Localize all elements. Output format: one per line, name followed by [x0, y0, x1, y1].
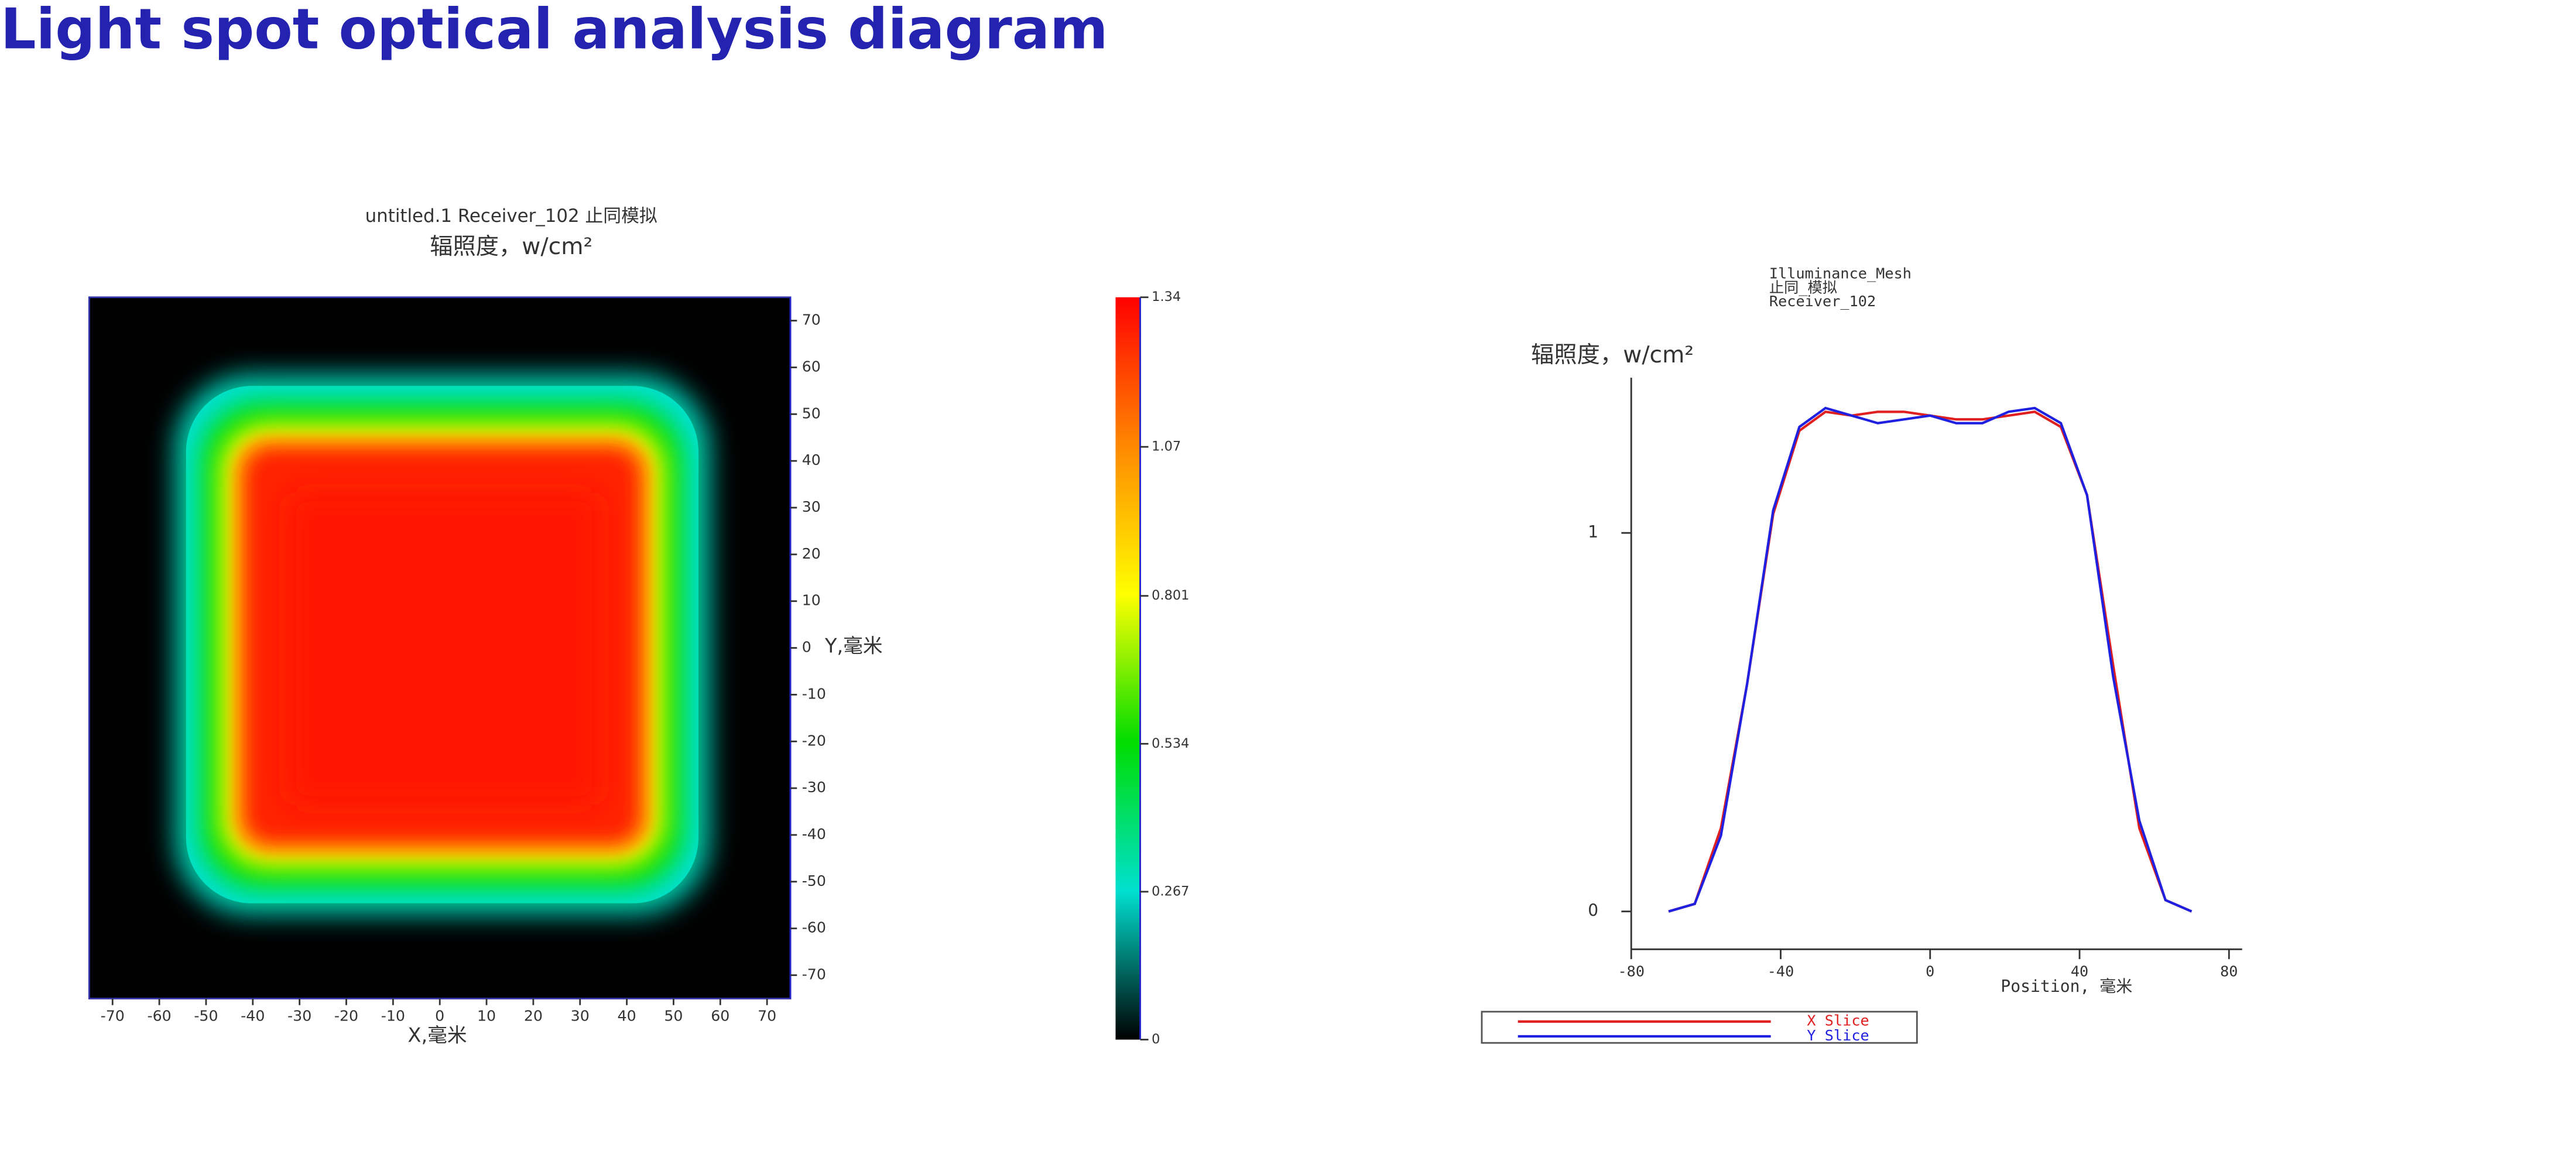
x-tick-label: 40 [2071, 963, 2088, 980]
x-tick-label: -40 [241, 1007, 265, 1024]
colorbar-tick-label: 1.07 [1152, 439, 1181, 454]
x-tick-label: 80 [2220, 963, 2238, 980]
x-axis-label: X,毫米 [407, 1023, 467, 1046]
colorbar-tick-label: 0.801 [1152, 588, 1189, 603]
x-tick-label: 10 [477, 1007, 496, 1024]
y-tick-label: -10 [802, 685, 826, 702]
line-title: Receiver_102 [1769, 293, 1876, 310]
x-tick-label: -50 [194, 1007, 218, 1024]
series-line [1668, 406, 2193, 913]
legend-label: X Slice [1807, 1012, 1869, 1029]
y-tick-label: -20 [802, 732, 826, 749]
colorbar [1115, 297, 1140, 1040]
x-tick-label: -10 [381, 1007, 405, 1024]
heatmap-subtitle: 辐照度，w/cm² [430, 234, 592, 260]
y-tick-label: 40 [802, 451, 821, 468]
y-tick-label: -50 [802, 872, 826, 889]
x-tick-label: -30 [287, 1007, 311, 1024]
series-line [1668, 410, 2193, 913]
x-tick-label: -60 [147, 1007, 171, 1024]
y-tick-label: -30 [802, 779, 826, 796]
y-axis-label: Y,毫米 [824, 635, 883, 658]
x-tick-label: -70 [101, 1007, 125, 1024]
x-tick-label: 50 [664, 1007, 683, 1024]
page-title: Light spot optical analysis diagram [1, 0, 1108, 61]
colorbar-tick-label: 1.34 [1152, 289, 1181, 304]
y-tick-label: -40 [802, 826, 826, 843]
x-tick-label: -80 [1618, 963, 1645, 980]
x-tick-label: -40 [1767, 963, 1794, 980]
x-tick-label: 20 [524, 1007, 543, 1024]
heatmap-image [89, 297, 791, 999]
line-x-label: Position, 毫米 [2000, 977, 2132, 996]
line-title: Illuminance_Mesh [1769, 265, 1912, 282]
y-tick-label: 10 [802, 592, 821, 609]
line-y-label: 辐照度，w/cm² [1531, 342, 1694, 368]
x-tick-label: 30 [571, 1007, 590, 1024]
y-tick-label: 70 [802, 311, 821, 328]
line-title: 止同_模拟 [1769, 279, 1837, 296]
y-tick-label: 60 [802, 358, 821, 375]
y-tick-label: -60 [802, 919, 826, 936]
x-tick-label: -20 [334, 1007, 358, 1024]
x-tick-label: 70 [758, 1007, 776, 1024]
legend-label: Y Slice [1807, 1027, 1869, 1044]
x-tick-label: 0 [1926, 963, 1934, 980]
colorbar-tick-label: 0.267 [1152, 884, 1189, 899]
y-tick-label: 50 [802, 405, 821, 422]
y-tick-label: 0 [1588, 901, 1598, 920]
heatmap-title: untitled.1 Receiver_102 止同模拟 [365, 206, 657, 227]
legend-box [1481, 1011, 1918, 1044]
colorbar-tick-label: 0.534 [1152, 736, 1189, 751]
y-tick-label: 0 [802, 639, 811, 656]
y-tick-label: 20 [802, 545, 821, 562]
y-tick-label: -70 [802, 966, 826, 983]
x-tick-label: 40 [618, 1007, 636, 1024]
x-tick-label: 60 [711, 1007, 729, 1024]
y-tick-label: 1 [1588, 522, 1598, 542]
y-tick-label: 30 [802, 498, 821, 515]
colorbar-tick-label: 0 [1152, 1032, 1160, 1047]
x-tick-label: 0 [435, 1007, 444, 1024]
